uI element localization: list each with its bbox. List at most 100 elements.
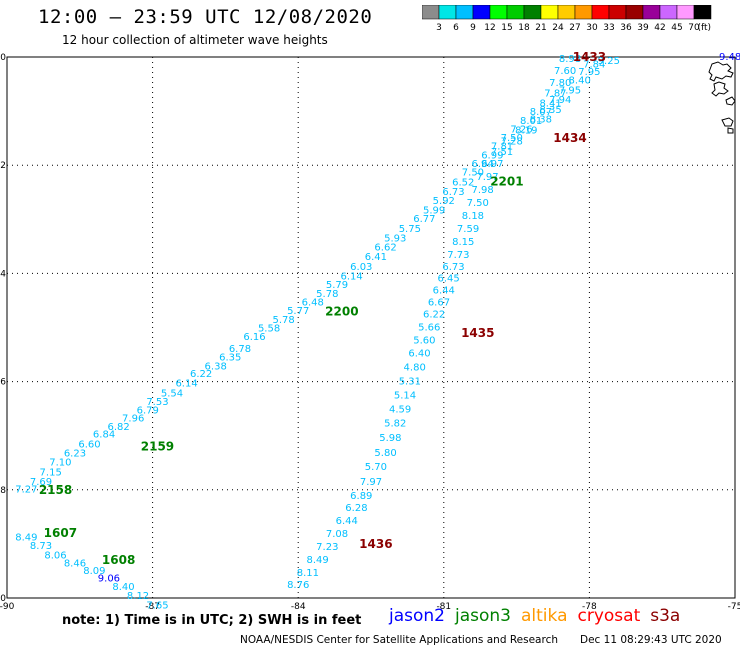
swh-value: 6.62 [374, 242, 396, 253]
scale-label: 15 [501, 23, 512, 33]
swh-value: 7.73 [447, 250, 469, 261]
track-a: 7.277.697.157.106.236.606.846.827.966.79… [15, 54, 581, 496]
swh-value: 6.22 [423, 309, 445, 320]
satellite-legend: jason2 jason3 altika cryosat s3a [389, 606, 690, 626]
satellite-cryosat: cryosat [577, 606, 641, 626]
swh-value: 6.23 [64, 448, 86, 459]
credit-line: NOAA/NESDIS Center for Satellite Applica… [240, 634, 558, 646]
swh-value: 5.78 [316, 289, 338, 300]
swh-value: 5.75 [399, 224, 421, 235]
swh-value: 5.58 [258, 324, 280, 335]
scale-label: 6 [453, 23, 459, 33]
swh-value: 7.50 [467, 198, 489, 209]
swh-value: 6.73 [442, 187, 464, 198]
swh-value: 8.12 [127, 591, 149, 602]
lat-tick-label: -52 [0, 161, 6, 171]
scale-label: 70 [688, 23, 700, 33]
swh-value: 5.79 [326, 280, 348, 291]
swh-value: 6.35 [219, 353, 241, 364]
swh-value: 5.54 [161, 388, 183, 399]
scale-label: 18 [518, 23, 530, 33]
swh-value: 7.69 [30, 477, 52, 488]
swh-value: 7.98 [471, 185, 493, 196]
pass-time-label: 1436 [359, 537, 392, 551]
swh-value: 7.84 [583, 59, 605, 70]
swh-value: 4.59 [389, 405, 411, 416]
scale-unit-label: (ft) [697, 23, 711, 33]
swh-value: 9.06 [98, 573, 120, 584]
pass-time-label: 1607 [44, 526, 77, 540]
swh-value: 6.14 [340, 272, 362, 283]
swh-value: 6.45 [438, 274, 460, 285]
pass-time-label: 1608 [102, 553, 135, 567]
scale-label: 30 [586, 23, 598, 33]
swh-value: 7.60 [554, 66, 576, 77]
swh-value: 8.07 [530, 107, 552, 118]
swh-value: 5.80 [374, 448, 396, 459]
swh-value: 8.41 [539, 98, 561, 109]
swh-value: 5.93 [384, 234, 406, 245]
swh-value: 6.44 [433, 286, 455, 297]
pass-time-label: 1433 [573, 50, 606, 64]
swh-value: 7.51 [491, 147, 513, 158]
swh-value: 7.15 [40, 467, 62, 478]
swh-value: 6.82 [107, 422, 129, 433]
swh-value: 6.52 [452, 177, 474, 188]
swh-value: 5.60 [413, 335, 435, 346]
swh-value: 9.48 [719, 52, 740, 63]
swh-value: 7.53 [146, 397, 168, 408]
satellite-jason2: jason2 [389, 606, 445, 626]
page-title: 12:00 – 23:59 UTC 12/08/2020 [38, 6, 373, 28]
swh-value: 7.95 [559, 85, 581, 96]
swh-value: 7.81 [491, 142, 513, 153]
swh-value: 6.94 [471, 159, 493, 170]
page-subtitle: 12 hour collection of altimeter wave hei… [62, 33, 328, 47]
swh-value: 6.78 [229, 344, 251, 355]
swh-value: 7.80 [549, 78, 571, 89]
lat-tick-label: -60 [0, 594, 6, 604]
swh-value: 5.99 [423, 206, 445, 217]
swh-value: 7.96 [122, 413, 144, 424]
swh-value: 8.46 [64, 558, 86, 569]
swh-value: 7.97 [360, 477, 382, 488]
swh-value: 8.11 [297, 568, 319, 579]
swh-value: 5.77 [287, 306, 309, 317]
lon-tick-label: -81 [436, 602, 451, 610]
pass-time-label: 2201 [490, 174, 523, 188]
swh-value: 6.16 [243, 332, 265, 343]
lon-tick-label: -78 [582, 602, 597, 610]
swh-value: 5.92 [433, 196, 455, 207]
swh-value: 6.38 [205, 361, 227, 372]
scale-swatch [693, 5, 712, 20]
swh-value: 8.35 [539, 105, 561, 116]
swh-value: 6.28 [345, 503, 367, 514]
swh-value: 7.87 [544, 89, 566, 100]
swh-value: 6.44 [336, 516, 358, 527]
swh-value: 7.97 [476, 172, 498, 183]
swh-value: 8.06 [44, 551, 66, 562]
swh-value: 7.59 [457, 224, 479, 235]
pass-time-label: 2200 [325, 304, 358, 318]
swh-value: 5.98 [379, 433, 401, 444]
satellite-altika: altika [521, 606, 568, 626]
swh-value: 7.95 [578, 67, 600, 78]
swh-value: 6.77 [413, 214, 435, 225]
swh-value: 6.40 [408, 348, 430, 359]
swh-value: 5.31 [399, 377, 421, 388]
pass-time-label: 2158 [39, 483, 72, 497]
swh-value: 5.66 [418, 322, 440, 333]
swh-value: 7.27 [15, 485, 37, 496]
swh-value: 5.14 [394, 391, 416, 402]
footnote: note: 1) Time is in UTC; 2) SWH is in fe… [62, 613, 362, 628]
map-frame [6, 56, 736, 599]
lat-tick-label: -50 [0, 53, 6, 63]
pass-time-label: 1434 [553, 131, 586, 145]
swh-value: 6.89 [350, 491, 372, 502]
swh-value: 6.14 [175, 379, 197, 390]
track-b: 8.768.11 8.49 7.23 7.08 6.44 6.286.89 7.97 5.70… [287, 56, 620, 591]
swh-value: 8.09 [83, 566, 105, 577]
coastline [708, 61, 736, 134]
generation-date: Dec 11 08:29:43 UTC 2020 [580, 634, 722, 646]
swh-value: 8.76 [287, 580, 309, 591]
swh-value: 8.18 [462, 211, 484, 222]
